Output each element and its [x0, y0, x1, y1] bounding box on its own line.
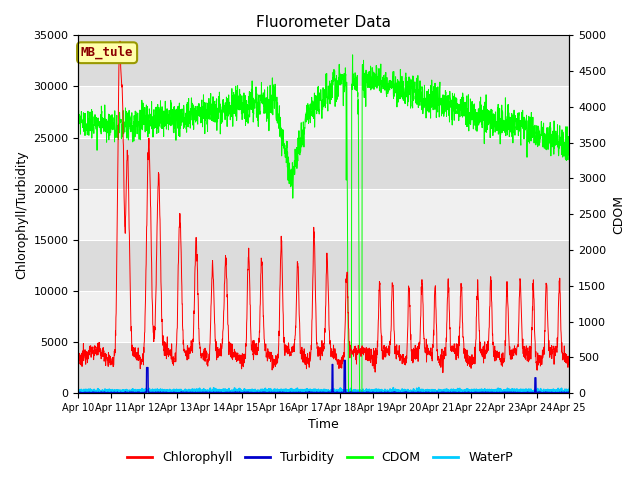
Y-axis label: Chlorophyll/Turbidity: Chlorophyll/Turbidity — [15, 150, 28, 278]
Bar — [79, 86, 570, 138]
Bar — [79, 291, 570, 342]
Title: Fluorometer Data: Fluorometer Data — [257, 15, 391, 30]
Bar — [79, 36, 570, 86]
Y-axis label: CDOM: CDOM — [612, 195, 625, 234]
Bar — [79, 189, 570, 240]
X-axis label: Time: Time — [308, 419, 339, 432]
Bar — [79, 138, 570, 189]
Legend: Chlorophyll, Turbidity, CDOM, WaterP: Chlorophyll, Turbidity, CDOM, WaterP — [122, 446, 518, 469]
Bar — [79, 240, 570, 291]
Bar — [79, 342, 570, 393]
Text: MB_tule: MB_tule — [81, 46, 133, 60]
